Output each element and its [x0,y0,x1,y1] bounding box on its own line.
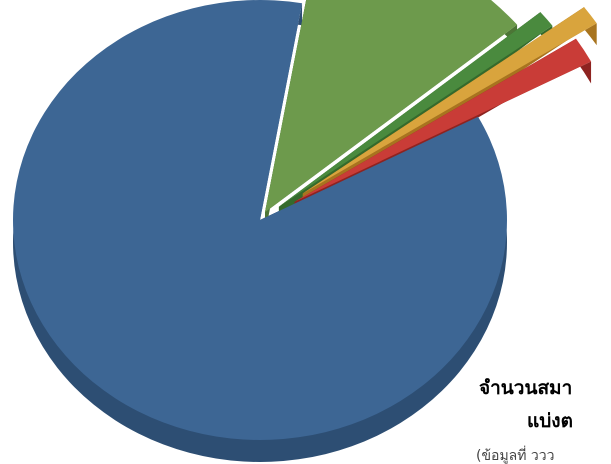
pie-tops-layer [13,0,597,440]
pie-slice-5 [294,38,592,202]
chart-caption-line-3: (ข้อมูลที่ ววว [476,448,555,464]
pie-slice-3 [278,12,553,207]
pie-slice-2 [264,0,518,213]
chart-caption-line-1: จำนวนสมา [479,377,573,399]
pie-slice-1 [13,0,507,440]
chart-caption-line-2: แบ่งต [527,410,573,432]
pie-slice-4 [302,7,597,194]
